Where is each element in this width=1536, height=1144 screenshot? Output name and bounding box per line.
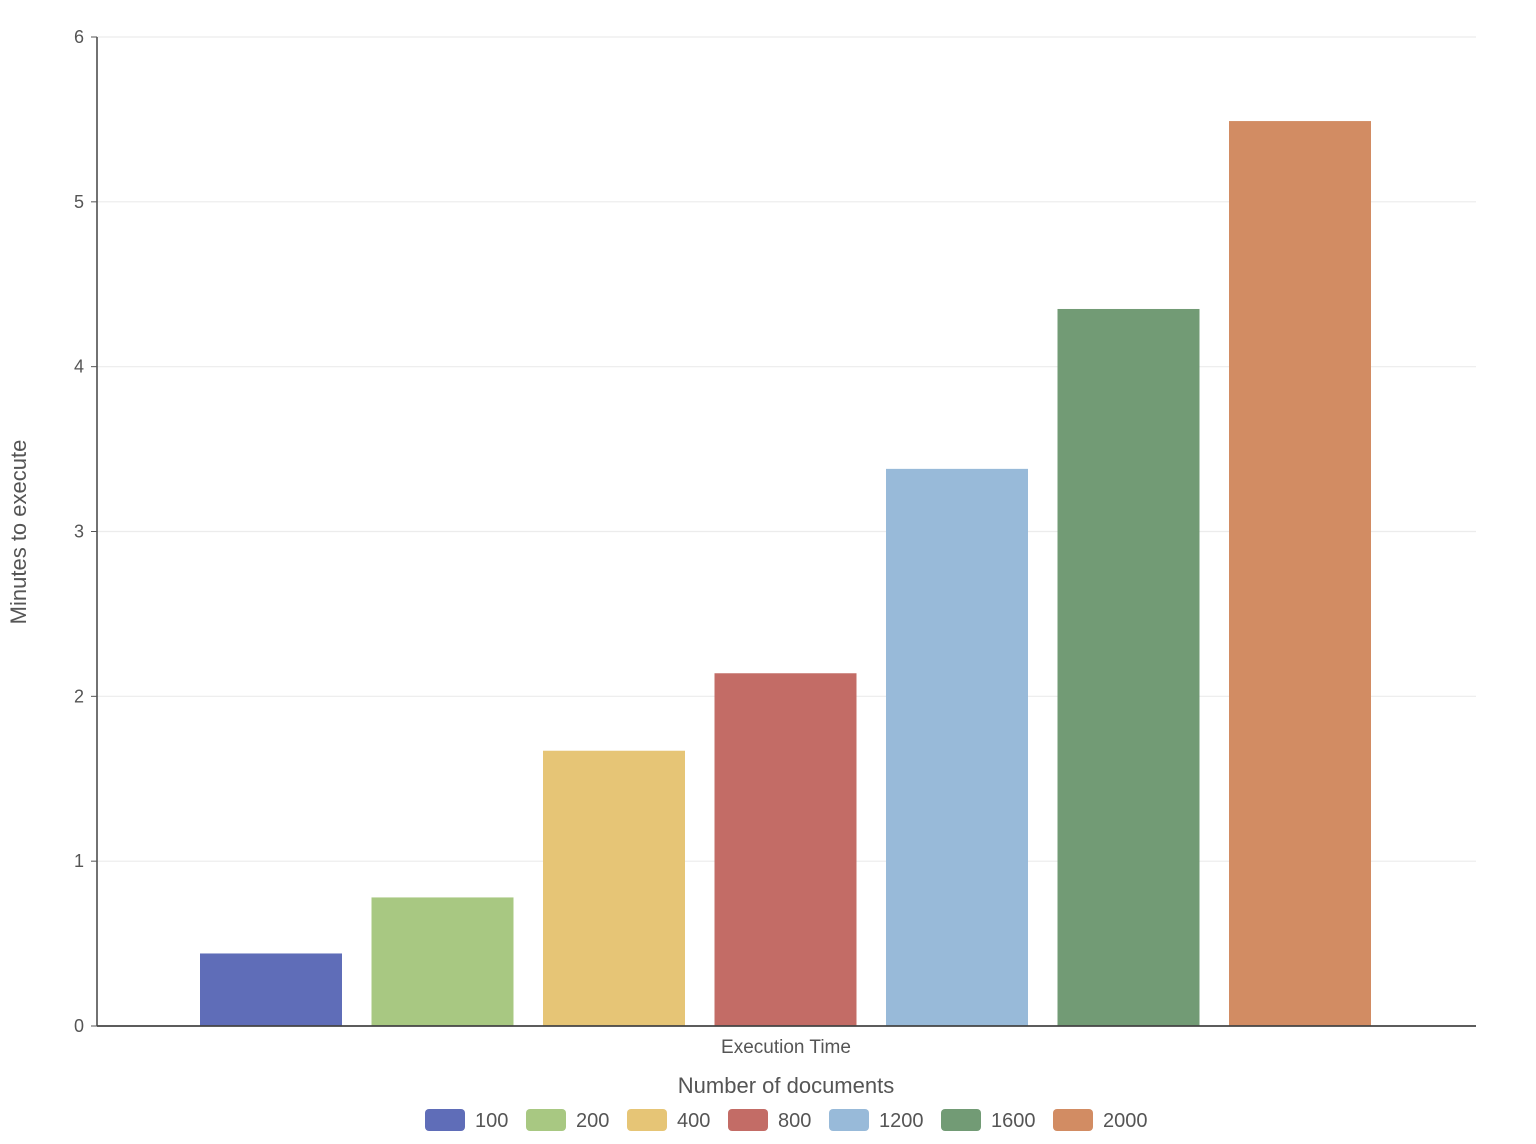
legend-item-1600[interactable]: 1600 <box>941 1109 1036 1132</box>
y-tick-label: 6 <box>74 27 84 47</box>
legend-swatch <box>425 1109 465 1131</box>
legend-item-1200[interactable]: 1200 <box>829 1109 924 1132</box>
legend-swatch <box>526 1109 566 1131</box>
legend-item-200[interactable]: 200 <box>526 1109 609 1132</box>
y-tick-label: 4 <box>74 357 84 377</box>
legend-label: 400 <box>677 1110 710 1132</box>
bar-800 <box>714 673 857 1026</box>
legend-swatch <box>941 1109 981 1131</box>
legend-swatch <box>829 1109 869 1131</box>
bar-400 <box>543 750 685 1026</box>
legend-label: 1600 <box>991 1110 1036 1132</box>
legend-swatch <box>1053 1109 1093 1131</box>
legend-label: 2000 <box>1103 1110 1148 1132</box>
y-tick-label: 5 <box>74 192 84 212</box>
legend-item-800[interactable]: 800 <box>728 1109 811 1132</box>
y-tick-label: 0 <box>74 1016 84 1036</box>
legend-item-100[interactable]: 100 <box>425 1109 508 1132</box>
legend-item-2000[interactable]: 2000 <box>1053 1109 1148 1132</box>
bar-1200 <box>886 468 1028 1026</box>
legend: 100 200 400 800 1200 1600 2000 <box>425 1109 1148 1132</box>
legend-label: 800 <box>778 1110 811 1132</box>
category-label: Execution Time <box>721 1037 851 1058</box>
legend-label: 1200 <box>879 1110 924 1132</box>
y-tick-label: 1 <box>74 851 84 871</box>
bars <box>200 121 1371 1027</box>
bar-200 <box>371 897 514 1026</box>
legend-item-400[interactable]: 400 <box>627 1109 710 1132</box>
legend-label: 200 <box>576 1110 609 1132</box>
y-tick-labels: 0 1 2 3 4 5 6 <box>74 27 97 1036</box>
y-tick-label: 2 <box>74 686 84 706</box>
bar-2000 <box>1229 121 1371 1026</box>
y-axis-title: Minutes to execute <box>6 440 31 625</box>
bar-1600 <box>1057 308 1200 1027</box>
x-axis-title: Number of documents <box>678 1073 894 1098</box>
legend-label: 100 <box>475 1110 508 1132</box>
legend-swatch <box>728 1109 768 1131</box>
bar-100 <box>200 953 342 1026</box>
legend-swatch <box>627 1109 667 1131</box>
y-tick-label: 3 <box>74 522 84 542</box>
